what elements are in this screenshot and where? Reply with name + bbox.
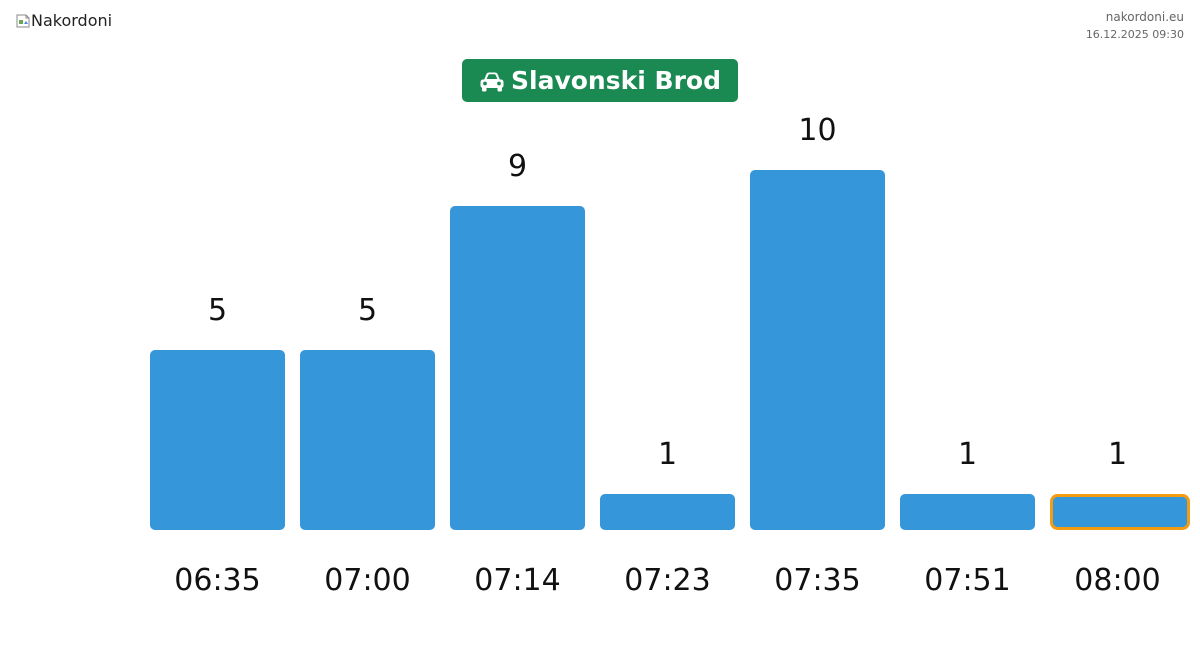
x-tick-label: 07:51: [924, 563, 1010, 598]
bar: [600, 494, 735, 530]
bar: [750, 170, 885, 530]
car-icon: [479, 70, 505, 92]
x-tick-label: 07:14: [474, 563, 560, 598]
broken-image-icon: [16, 14, 30, 28]
x-tick-label: 07:00: [324, 563, 410, 598]
logo[interactable]: Nakordoni: [16, 11, 112, 30]
logo-alt-text: Nakordoni: [31, 11, 113, 30]
bar: [900, 494, 1035, 530]
bar-current: [1050, 494, 1190, 530]
bar-value-label: 1: [1108, 437, 1127, 472]
bar-value-label: 1: [658, 437, 677, 472]
bar: [150, 350, 285, 530]
location-badge: Slavonski Brod: [462, 59, 738, 102]
bar-value-label: 9: [508, 149, 527, 184]
x-tick-label: 08:00: [1074, 563, 1160, 598]
bar-value-label: 10: [798, 113, 836, 148]
timestamp: 16.12.2025 09:30: [1085, 28, 1184, 41]
bar: [300, 350, 435, 530]
x-tick-label: 07:35: [774, 563, 860, 598]
page-meta: nakordoni.eu 16.12.2025 09:30: [1086, 9, 1184, 43]
bar-value-label: 1: [958, 437, 977, 472]
bar-value-label: 5: [358, 293, 377, 328]
bar-value-label: 5: [208, 293, 227, 328]
bar: [450, 206, 585, 530]
x-tick-label: 06:35: [174, 563, 260, 598]
location-name: Slavonski Brod: [511, 66, 721, 95]
site-name: nakordoni.eu: [1105, 10, 1184, 24]
x-tick-label: 07:23: [624, 563, 710, 598]
